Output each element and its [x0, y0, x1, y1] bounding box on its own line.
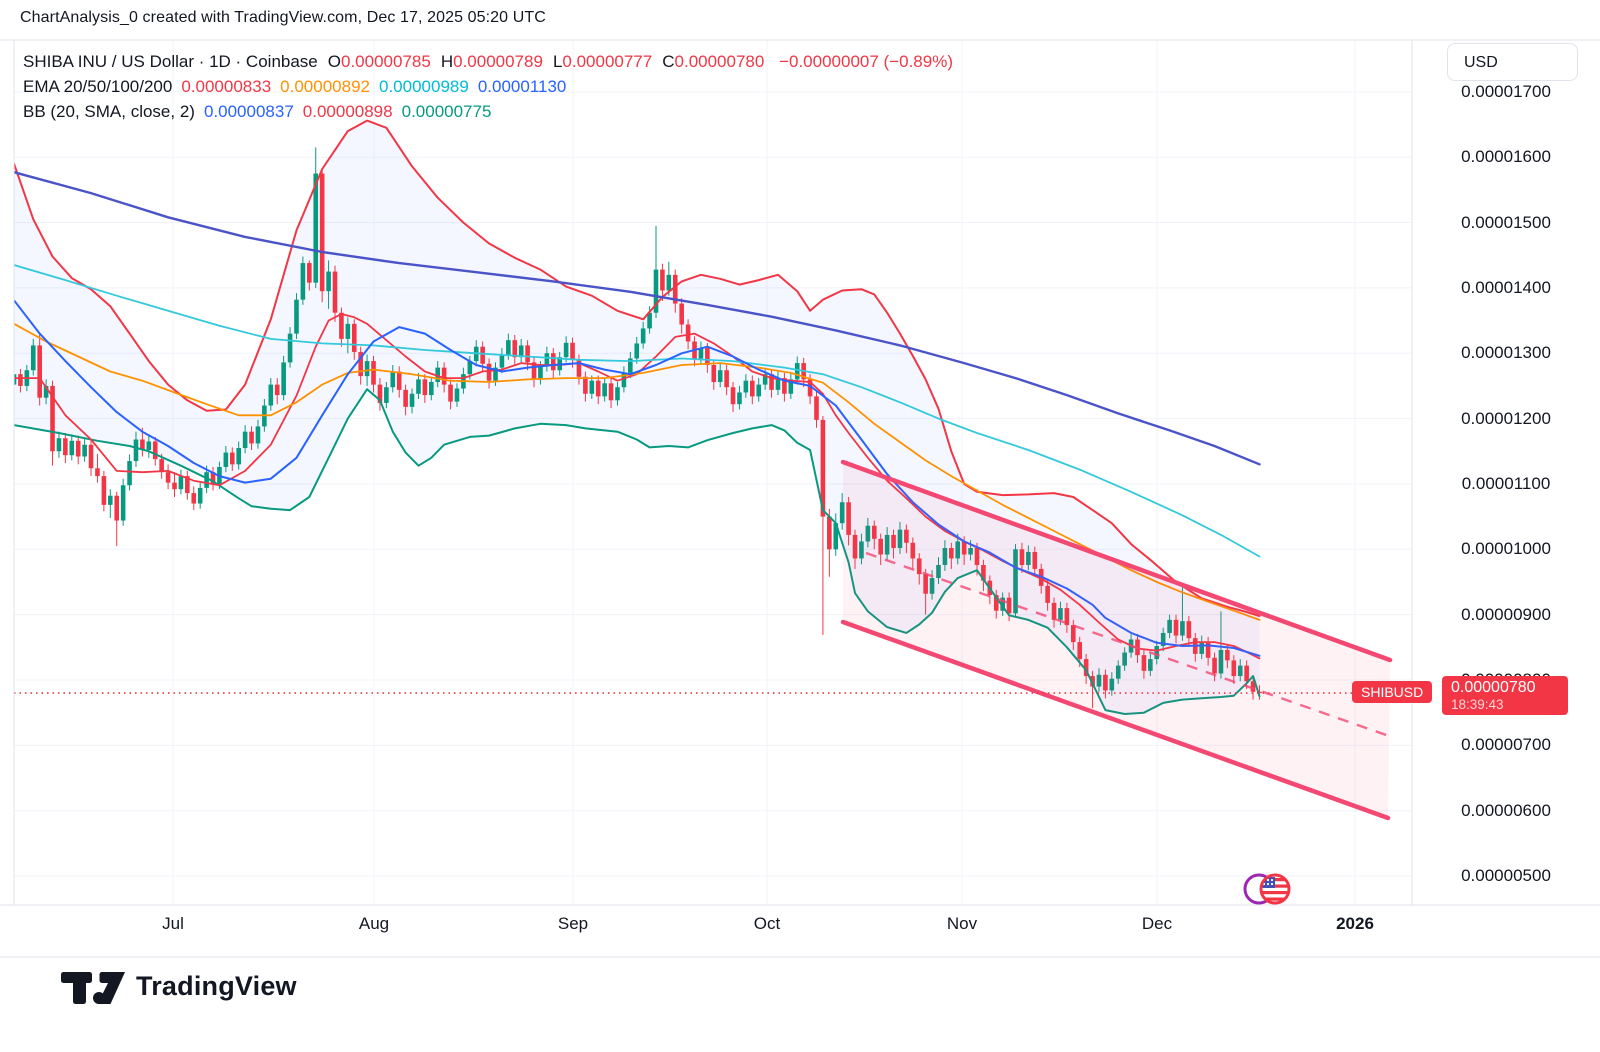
- descending-channel: [840, 459, 1393, 821]
- symbol-legend-row[interactable]: SHIBA INU / US Dollar · 1D · Coinbase O0.…: [23, 49, 953, 74]
- ohlc-l: L0.00000777: [552, 52, 653, 71]
- time-axis-label-2026: 2026: [1336, 914, 1374, 933]
- ohlc-c: C0.00000780: [662, 52, 765, 71]
- time-axis-label-aug: Aug: [358, 914, 390, 933]
- time-axis-label-jul: Jul: [162, 914, 184, 933]
- bb-value-2: 0.00000775: [401, 102, 492, 121]
- symbol-title: SHIBA INU / US Dollar · 1D · Coinbase: [23, 52, 318, 71]
- price-axis-label: 0.00001700: [1461, 81, 1551, 101]
- ohlc-o: O0.00000785: [327, 52, 431, 71]
- ema-indicator-label: EMA 20/50/100/200: [23, 77, 173, 96]
- price-axis-label: 0.00001200: [1461, 408, 1551, 428]
- price-axis-label: 0.00000500: [1461, 866, 1551, 886]
- price-axis-label: 0.00000600: [1461, 800, 1551, 820]
- chart-legend: SHIBA INU / US Dollar · 1D · Coinbase O0.…: [23, 49, 953, 124]
- us-flag-event-icon[interactable]: [1243, 873, 1291, 905]
- document-title: ChartAnalysis_0 created with TradingView…: [20, 9, 546, 26]
- price-axis-label: 0.00001400: [1461, 277, 1551, 297]
- ema-legend-row[interactable]: EMA 20/50/100/200 0.00000833 0.00000892 0.0…: [23, 74, 953, 99]
- price-axis-label: 0.00000700: [1461, 735, 1551, 755]
- price-axis-label: 0.00000900: [1461, 604, 1551, 624]
- last-price-value: 0.00000780: [1451, 679, 1536, 696]
- price-axis-label: 0.00001000: [1461, 539, 1551, 559]
- tradingview-logo[interactable]: TradingView: [55, 966, 297, 1006]
- currency-usd-button[interactable]: USD: [1447, 43, 1578, 81]
- tradingview-logo-text: TradingView: [136, 970, 297, 1001]
- price-axis-label: 0.00001600: [1461, 147, 1551, 167]
- time-axis-label-dec: Dec: [1141, 914, 1173, 933]
- bb-value-0: 0.00000837: [203, 102, 294, 121]
- change-value: −0.00000007 (−0.89%): [774, 52, 953, 71]
- pane-borders: [0, 39, 1600, 958]
- price-axis-label: 0.00001100: [1461, 473, 1551, 493]
- price-axis-label: 0.00001500: [1461, 212, 1551, 232]
- time-axis-label-oct: Oct: [753, 914, 781, 933]
- ema-value-1: 0.00000892: [280, 77, 370, 96]
- last-price-label: 0.00000780 18:39:43: [1442, 676, 1568, 715]
- symbol-price-tag[interactable]: SHIBUSD: [1352, 681, 1433, 703]
- bollinger-band: [14, 120, 1260, 715]
- ema-value-2: 0.00000989: [379, 77, 469, 96]
- bb-legend-row[interactable]: BB (20, SMA, close, 2) 0.00000837 0.000008…: [23, 99, 953, 124]
- ema-value-3: 0.00001130: [477, 77, 567, 96]
- indicator-lines: [14, 119, 1261, 715]
- grid-lines: [14, 40, 1412, 905]
- time-axis-label-nov: Nov: [946, 914, 978, 933]
- ema-value-0: 0.00000833: [181, 77, 272, 96]
- time-axis-label-sep: Sep: [557, 914, 589, 933]
- bb-indicator-label: BB (20, SMA, close, 2): [23, 102, 195, 121]
- price-axis-label: 0.00001300: [1461, 343, 1551, 363]
- bb-value-1: 0.00000898: [302, 102, 393, 121]
- bar-countdown: 18:39:43: [1451, 697, 1504, 712]
- tradingview-logo-icon: [61, 972, 125, 1004]
- ohlc-h: H0.00000789: [440, 52, 543, 71]
